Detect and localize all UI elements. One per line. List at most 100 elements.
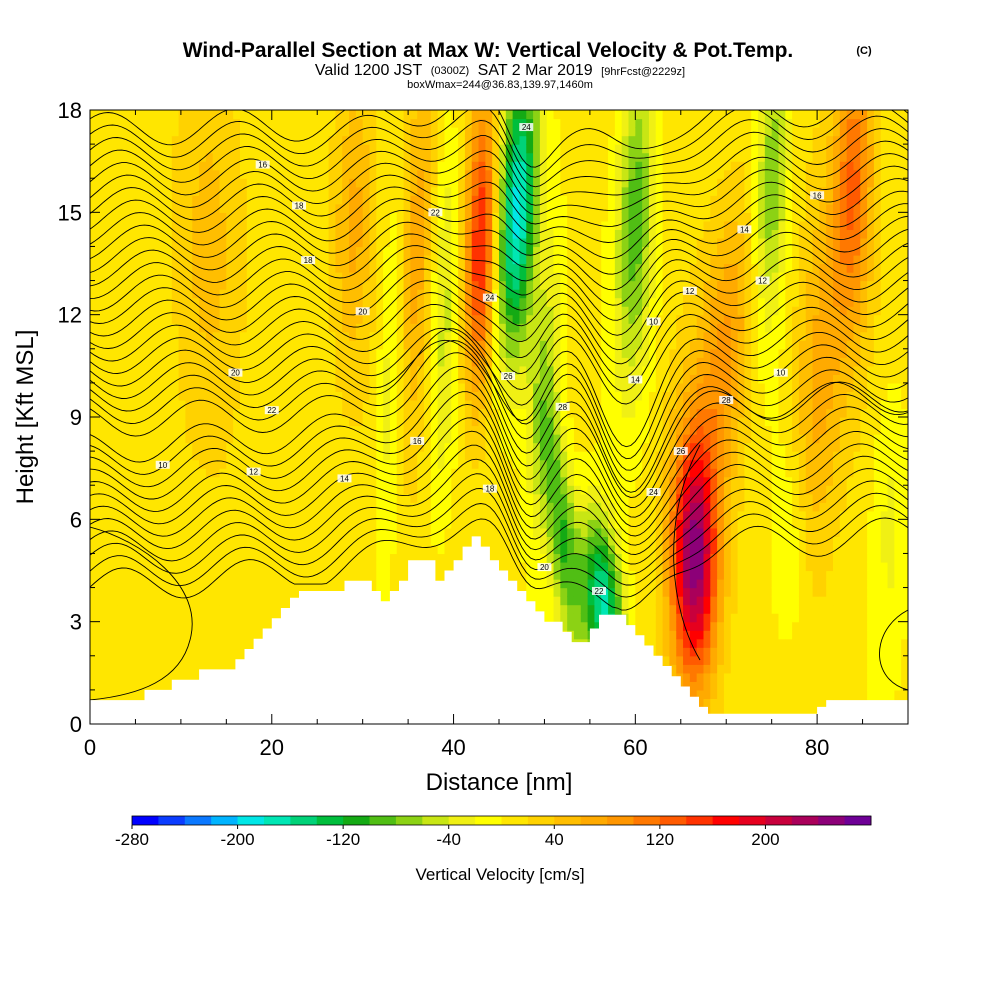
field-cell — [137, 485, 146, 495]
field-cell — [321, 570, 330, 580]
field-cell — [219, 348, 227, 358]
field-cell — [383, 254, 391, 265]
field-cell — [342, 519, 350, 529]
field-cell — [512, 246, 521, 256]
field-cell — [553, 553, 561, 563]
field-cell — [219, 374, 227, 384]
field-cell — [505, 348, 514, 358]
field-cell — [417, 536, 425, 546]
field-cell — [233, 110, 241, 120]
field-cell — [110, 340, 118, 350]
field-cell — [199, 476, 207, 486]
field-cell — [233, 289, 241, 299]
field-cell — [458, 195, 466, 205]
field-cell — [124, 212, 132, 222]
field-cell — [164, 655, 173, 665]
field-cell — [430, 297, 439, 307]
field-cell — [389, 340, 398, 350]
field-cell — [519, 331, 527, 341]
field-cell — [526, 272, 534, 282]
field-cell — [389, 451, 398, 461]
field-cell — [424, 331, 432, 341]
field-cell — [430, 468, 439, 478]
field-cell — [274, 331, 282, 341]
field-cell — [505, 502, 514, 512]
field-cell — [396, 442, 405, 452]
field-cell — [192, 203, 200, 213]
field-cell — [124, 510, 132, 520]
field-cell — [389, 195, 398, 205]
field-cell — [253, 289, 262, 299]
field-cell — [144, 442, 152, 452]
field-cell — [553, 587, 561, 597]
field-cell — [369, 220, 377, 230]
field-cell — [355, 297, 364, 307]
field-cell — [458, 169, 466, 179]
field-cell — [246, 382, 255, 393]
field-cell — [546, 485, 555, 495]
field-cell — [212, 178, 221, 188]
field-cell — [308, 331, 316, 341]
field-cell — [526, 476, 534, 486]
field-cell — [539, 348, 548, 358]
field-cell — [410, 220, 418, 230]
field-cell — [171, 510, 180, 520]
field-cell — [274, 527, 282, 537]
field-cell — [226, 263, 234, 273]
field-cell — [158, 246, 166, 256]
field-cell — [144, 408, 152, 418]
field-cell — [437, 272, 446, 282]
field-cell — [260, 544, 268, 555]
field-cell — [539, 544, 548, 555]
field-cell — [246, 297, 255, 307]
field-cell — [314, 468, 323, 478]
field-cell — [151, 203, 159, 213]
field-cell — [383, 382, 391, 393]
field-cell — [553, 348, 561, 358]
field-cell — [103, 220, 112, 230]
field-cell — [546, 246, 555, 256]
field-cell — [158, 536, 166, 546]
field-cell — [171, 442, 180, 452]
field-cell — [192, 289, 200, 299]
field-cell — [505, 152, 514, 162]
field-cell — [219, 417, 227, 427]
field-cell — [335, 118, 343, 128]
field-cell — [314, 306, 323, 316]
field-cell — [355, 254, 364, 265]
field-cell — [110, 229, 118, 239]
field-cell — [260, 323, 268, 333]
field-cell — [205, 186, 214, 196]
field-cell — [376, 502, 384, 512]
field-cell — [512, 544, 521, 555]
field-cell — [267, 178, 275, 188]
field-cell — [124, 237, 132, 248]
field-cell — [253, 485, 262, 495]
field-cell — [362, 544, 371, 555]
field-cell — [437, 297, 446, 307]
field-cell — [117, 681, 125, 691]
field-cell — [96, 127, 105, 137]
field-cell — [192, 664, 200, 674]
field-cell — [246, 485, 255, 495]
field-cell — [342, 314, 350, 324]
field-cell — [376, 510, 384, 520]
field-cell — [444, 246, 452, 256]
field-cell — [308, 579, 316, 589]
field-cell — [335, 374, 343, 384]
field-cell — [355, 425, 364, 435]
field-cell — [219, 144, 227, 154]
field-cell — [342, 144, 350, 154]
field-cell — [376, 434, 384, 444]
field-cell — [376, 203, 384, 213]
field-cell — [376, 561, 384, 572]
field-cell — [464, 476, 473, 486]
field-cell — [280, 263, 289, 273]
field-cell — [553, 510, 561, 520]
field-cell — [349, 314, 357, 324]
field-cell — [546, 476, 555, 486]
field-cell — [321, 272, 330, 282]
field-cell — [424, 254, 432, 265]
field-cell — [90, 203, 98, 213]
field-cell — [444, 203, 452, 213]
